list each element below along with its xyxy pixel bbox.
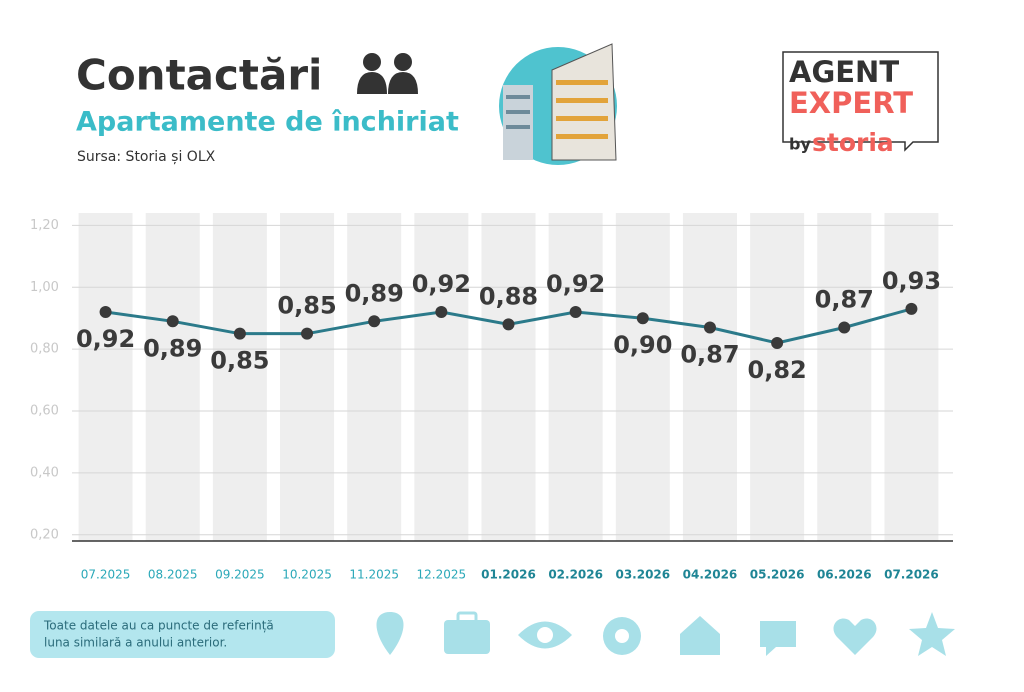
y-tick-label: 0,40	[30, 465, 59, 480]
x-tick-label: 11.2025	[349, 568, 399, 582]
data-point	[703, 321, 716, 334]
data-point	[301, 327, 314, 340]
note-box	[30, 611, 335, 658]
logo-brand: storia	[812, 128, 894, 157]
note-line: Toate datele au ca puncte de referință	[43, 619, 274, 633]
x-tick-label: 01.2026	[481, 568, 536, 582]
data-label: 0,89	[143, 334, 202, 362]
logo: AGENT EXPERT by storia	[782, 51, 939, 157]
column-band	[481, 213, 536, 541]
column-band	[280, 213, 335, 541]
logo-agent: AGENT	[789, 55, 899, 89]
source: Sursa: Storia și OLX	[77, 149, 216, 165]
column-band	[145, 213, 200, 541]
column-band	[884, 213, 939, 541]
data-point	[569, 306, 582, 319]
column-band	[548, 213, 603, 541]
data-label: 0,93	[882, 267, 941, 295]
data-point	[435, 306, 448, 319]
x-tick-label: 12.2025	[417, 568, 467, 582]
data-point	[771, 336, 784, 349]
y-tick-label: 1,00	[30, 280, 59, 295]
column-band	[615, 213, 670, 541]
column-band	[78, 213, 133, 541]
data-point	[502, 318, 515, 331]
column-band	[750, 213, 805, 541]
data-point	[905, 302, 918, 315]
people-icon	[357, 53, 418, 94]
logo-by: by	[789, 135, 811, 154]
data-label: 0,85	[210, 347, 269, 375]
y-tick-label: 0,80	[30, 342, 59, 357]
data-point	[636, 312, 649, 325]
data-label: 0,88	[479, 282, 538, 310]
data-label: 0,92	[76, 325, 135, 353]
y-tick-label: 0,20	[30, 527, 59, 542]
data-point	[233, 327, 246, 340]
x-tick-label: 08.2025	[148, 568, 198, 582]
data-label: 0,89	[345, 279, 404, 307]
data-label: 0,92	[412, 270, 471, 298]
column-band	[414, 213, 469, 541]
y-tick-label: 0,60	[30, 404, 59, 419]
x-tick-label: 05.2026	[750, 568, 805, 582]
x-tick-label: 04.2026	[683, 568, 738, 582]
column-band	[212, 213, 267, 541]
data-label: 0,92	[546, 270, 605, 298]
data-label: 0,87	[680, 340, 739, 368]
x-tick-label: 10.2025	[282, 568, 332, 582]
logo-expert: EXPERT	[789, 86, 913, 120]
data-point	[99, 306, 112, 319]
column-band	[347, 213, 402, 541]
x-tick-label: 03.2026	[615, 568, 670, 582]
plot: 0,20 0,40 0,60 0,80 1,00 1,20 0,92 0,89 0,85 0,85…	[30, 213, 953, 582]
y-tick-label: 1,20	[30, 218, 59, 233]
x-tick-label: 09.2025	[215, 568, 265, 582]
x-tick-label: 07.2025	[81, 568, 131, 582]
note-line: luna similară a anului anterior.	[44, 636, 227, 650]
building-illustration	[499, 43, 617, 165]
data-label: 0,90	[613, 331, 672, 359]
x-tick-label: 07.2026	[884, 568, 939, 582]
data-point	[166, 315, 179, 328]
column-band	[817, 213, 872, 541]
title: Contactări	[76, 51, 322, 100]
data-label: 0,82	[748, 356, 807, 384]
data-point	[838, 321, 851, 334]
icon-row	[376, 611, 955, 656]
x-tick-label: 06.2026	[817, 568, 872, 582]
data-point	[368, 315, 381, 328]
data-label: 0,87	[815, 285, 874, 313]
data-label: 0,85	[277, 292, 336, 320]
column-band	[682, 213, 737, 541]
subtitle: Apartamente de închiriat	[76, 107, 459, 138]
x-tick-label: 02.2026	[548, 568, 603, 582]
